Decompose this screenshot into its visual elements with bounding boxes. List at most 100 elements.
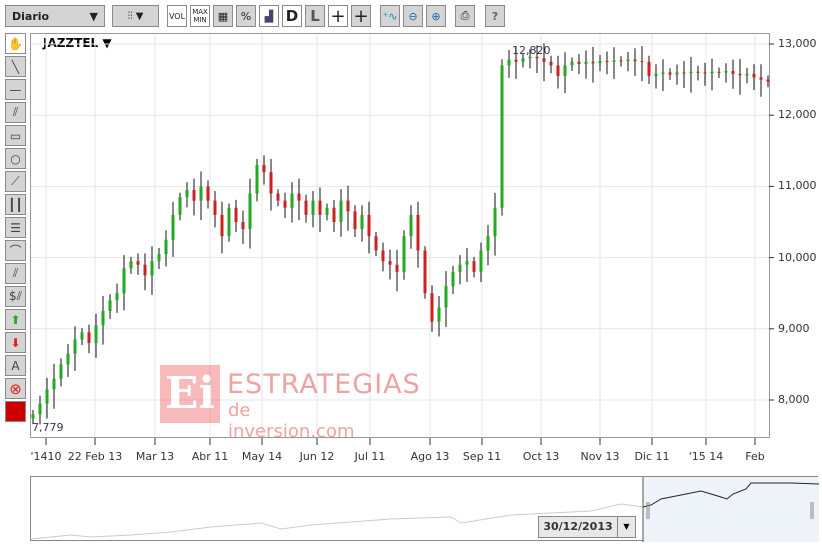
candle-body: [731, 71, 735, 74]
parallel-lines-tool[interactable]: ⫽: [5, 102, 26, 123]
maxmin-button[interactable]: MAX MIN: [190, 5, 210, 27]
candle-body: [528, 56, 532, 59]
s-channel-tool[interactable]: $⫽: [5, 286, 26, 307]
area-button[interactable]: ▟: [259, 5, 279, 27]
vertical-grid-tool[interactable]: ┃┃: [5, 194, 26, 215]
navigator-selected-line: [642, 482, 819, 508]
candle-body: [367, 214, 371, 237]
color-tool[interactable]: [5, 401, 26, 422]
hand-icon: ✋: [8, 36, 23, 51]
x-tick-label: Nov 13: [580, 450, 620, 463]
candle-body: [199, 186, 203, 201]
candle-body: [563, 65, 567, 77]
delete-tool[interactable]: ⊗: [5, 378, 26, 399]
channel-icon: ⫽: [12, 266, 19, 280]
candle-body: [444, 286, 448, 308]
text-tool[interactable]: A: [5, 355, 26, 376]
candle-body: [45, 389, 49, 404]
price-chart[interactable]: JAZZTEL ▼: [30, 33, 770, 438]
candle-body: [87, 332, 91, 344]
x-tick-label: Dic 11: [634, 450, 670, 463]
navigator-history-line: [31, 503, 644, 540]
candle-body: [542, 58, 546, 62]
candle-body: [262, 165, 266, 173]
candle-body: [423, 250, 427, 294]
arrow-up-tool[interactable]: ⬆: [5, 309, 26, 330]
candle-body: [157, 254, 161, 262]
candle-body: [164, 239, 168, 255]
candle-body: [416, 214, 420, 251]
candle-body: [479, 250, 483, 272]
channel-tool[interactable]: ⫽: [5, 263, 26, 284]
candle-body: [178, 197, 182, 215]
candle-body: [227, 207, 231, 237]
candle-body: [213, 200, 217, 215]
crosshair-button[interactable]: +: [328, 5, 348, 27]
horizontal-line-tool[interactable]: —: [5, 79, 26, 100]
fan-tool[interactable]: ⟋: [5, 171, 26, 192]
x-tick-label: Jul 11: [354, 450, 386, 463]
candle-body: [59, 364, 63, 379]
circle-tool[interactable]: ○: [5, 148, 26, 169]
candle-body: [724, 71, 728, 73]
print-button[interactable]: ⎙: [455, 5, 475, 27]
percent-button[interactable]: %: [236, 5, 256, 27]
candle-body: [101, 311, 105, 326]
l-button[interactable]: L: [305, 5, 325, 27]
candlestick-icon: ⫶⫶ ▼: [127, 10, 144, 22]
d-button[interactable]: D: [282, 5, 302, 27]
symbol-selector[interactable]: JAZZTEL ▼: [43, 36, 112, 50]
candle-body: [577, 61, 581, 64]
candle-body: [633, 59, 637, 62]
y-tick-label: 9,000: [778, 321, 810, 335]
candle-body: [80, 332, 84, 340]
navigator[interactable]: [30, 476, 819, 542]
candle-body: [675, 72, 679, 75]
candle-body: [318, 200, 322, 215]
x-tick-label: Oct 13: [522, 450, 560, 463]
grid-button[interactable]: ▦: [213, 5, 233, 27]
date-dropdown[interactable]: 30/12/2013 ▼: [538, 516, 636, 538]
candle-body: [584, 61, 588, 64]
candle-body: [171, 214, 175, 240]
candle-body: [759, 77, 763, 80]
period-select[interactable]: Diario ▼: [5, 5, 105, 27]
candle-body: [129, 261, 133, 269]
zoom-out-icon: ⊖: [408, 9, 418, 23]
candle-body: [493, 207, 497, 237]
candle-body: [66, 353, 70, 365]
candle-body: [94, 325, 98, 344]
candle-body: [472, 261, 476, 272]
candle-body: [276, 193, 280, 201]
hand-tool[interactable]: ✋: [5, 33, 26, 54]
arrow-down-tool[interactable]: ⬇: [5, 332, 26, 353]
candle-body: [381, 250, 385, 262]
zoom-out-button[interactable]: ⊖: [403, 5, 423, 27]
min-price-label: 7,779: [32, 421, 64, 434]
candle-body: [248, 193, 252, 230]
horizontal-grid-tool[interactable]: ☰: [5, 217, 26, 238]
rectangle-tool[interactable]: ▭: [5, 125, 26, 146]
crosshair-l-button[interactable]: +: [351, 5, 371, 27]
horizontal-line-icon: —: [9, 82, 22, 97]
arc-tool[interactable]: ⌒: [5, 240, 26, 261]
help-button[interactable]: ?: [485, 5, 505, 27]
fan-icon: ⟋: [11, 174, 20, 188]
volume-button[interactable]: VOL: [167, 5, 187, 27]
candle-body: [696, 71, 700, 73]
candle-body: [500, 65, 504, 208]
candle-body: [745, 73, 749, 76]
line-tool[interactable]: ╲: [5, 56, 26, 77]
chart-type-select[interactable]: ⫶⫶ ▼: [112, 5, 159, 27]
candle-body: [605, 61, 609, 63]
zoom-in-button[interactable]: ⊕: [426, 5, 446, 27]
candle-body: [374, 236, 378, 251]
candle-body: [619, 60, 623, 62]
add-indicator-button[interactable]: ⁺∿: [380, 5, 400, 27]
candle-body: [297, 193, 301, 201]
candle-body: [346, 200, 350, 212]
candle-body: [325, 207, 329, 215]
candle-body: [710, 71, 714, 74]
y-tick-label: 13,000: [778, 37, 817, 50]
add-indicator-icon: ⁺∿: [382, 9, 398, 23]
